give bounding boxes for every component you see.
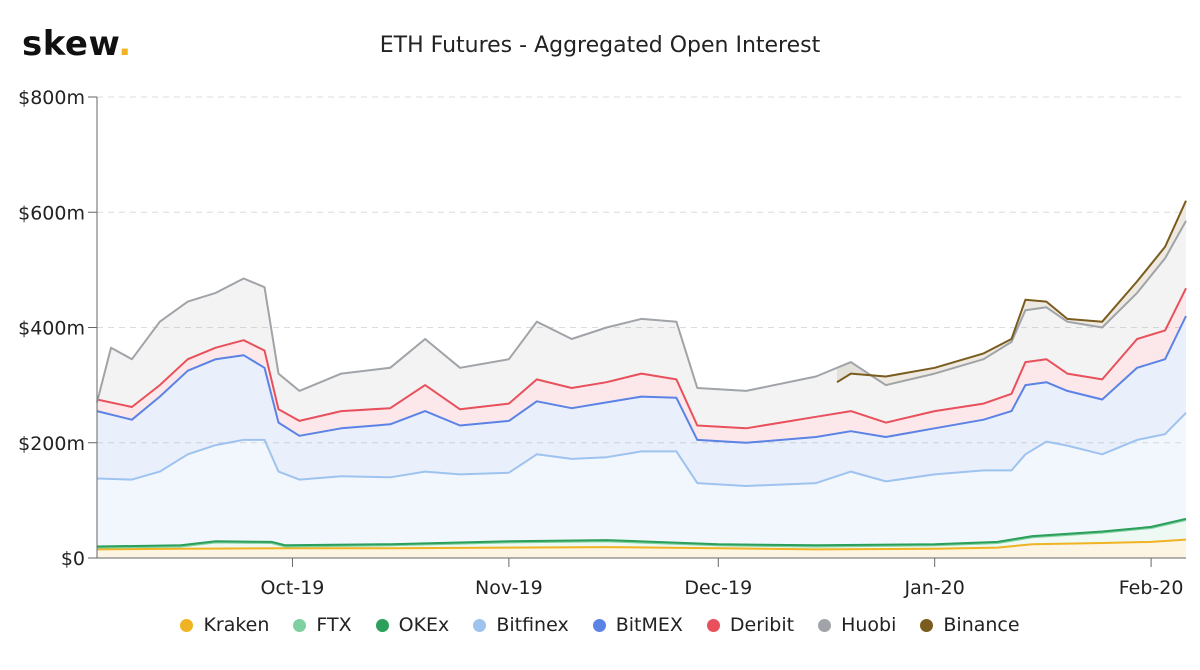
legend-dot-bitmex <box>592 618 606 632</box>
legend-item-deribit[interactable]: Deribit <box>706 614 795 636</box>
x-tick-label-2: Dec-19 <box>684 577 752 599</box>
line-bitmex <box>96 315 1187 444</box>
y-tick-label-400: $400m <box>18 318 85 340</box>
legend-item-binance[interactable]: Binance <box>920 614 1020 636</box>
legend-dot-deribit <box>706 618 720 632</box>
area-kraken <box>97 539 1186 558</box>
legend-label-binance: Binance <box>943 614 1020 636</box>
x-tick-label-3: Jan-20 <box>904 577 965 599</box>
skew-logo: skew. <box>22 24 132 64</box>
legend-label-deribit: Deribit <box>729 614 795 636</box>
logo-text: skew <box>22 24 119 64</box>
x-tick-label-0: Oct-19 <box>261 577 325 599</box>
legend-label-okex: OKEx <box>398 614 450 636</box>
line-huobi <box>96 220 1187 403</box>
legend-dot-huobi <box>818 618 832 632</box>
legend-dot-binance <box>920 618 934 632</box>
legend-item-bitfinex[interactable]: Bitfinex <box>473 614 569 636</box>
legend-dot-bitfinex <box>473 618 487 632</box>
x-tick-label-1: Nov-19 <box>475 577 543 599</box>
legend-dot-ftx <box>293 618 307 632</box>
legend-label-kraken: Kraken <box>203 614 270 636</box>
legend-item-huobi[interactable]: Huobi <box>818 614 896 636</box>
legend-item-kraken[interactable]: Kraken <box>180 614 269 636</box>
line-ftx <box>96 519 1187 549</box>
line-bitfinex <box>96 412 1187 487</box>
y-tick-label-800: $800m <box>18 87 85 109</box>
x-tick-label-4: Feb-20 <box>1119 577 1184 599</box>
line-deribit <box>96 287 1187 430</box>
legend-dot-kraken <box>180 618 194 632</box>
y-tick-label-200: $200m <box>18 433 85 455</box>
legend-item-bitmex[interactable]: BitMEX <box>592 614 683 636</box>
legend-dot-okex <box>375 618 389 632</box>
area-huobi <box>97 220 1186 429</box>
area-bitmex <box>97 316 1186 486</box>
y-tick-label-600: $600m <box>18 202 85 224</box>
legend-label-bitmex: BitMEX <box>615 614 683 636</box>
open-interest-chart: $0 $200m $400m $600m $800m Oct-19 Nov-19 Dec-19… <box>18 87 1187 599</box>
y-tick-label-0: $0 <box>61 548 85 570</box>
legend-label-bitfinex: Bitfinex <box>496 614 569 636</box>
chart-title: ETH Futures - Aggregated Open Interest <box>379 33 821 58</box>
line-kraken <box>96 538 1187 551</box>
area-bitfinex <box>97 412 1186 547</box>
logo-dot: . <box>118 24 132 64</box>
line-binance <box>836 200 1187 384</box>
chart-legend: Kraken FTX OKEx Bitfinex BitMEX Deribit Huobi B… <box>0 614 1200 636</box>
legend-item-ftx[interactable]: FTX <box>293 614 352 636</box>
legend-label-huobi: Huobi <box>841 614 897 636</box>
legend-item-okex[interactable]: OKEx <box>375 614 450 636</box>
line-okex <box>96 517 1187 548</box>
legend-label-ftx: FTX <box>316 614 352 636</box>
